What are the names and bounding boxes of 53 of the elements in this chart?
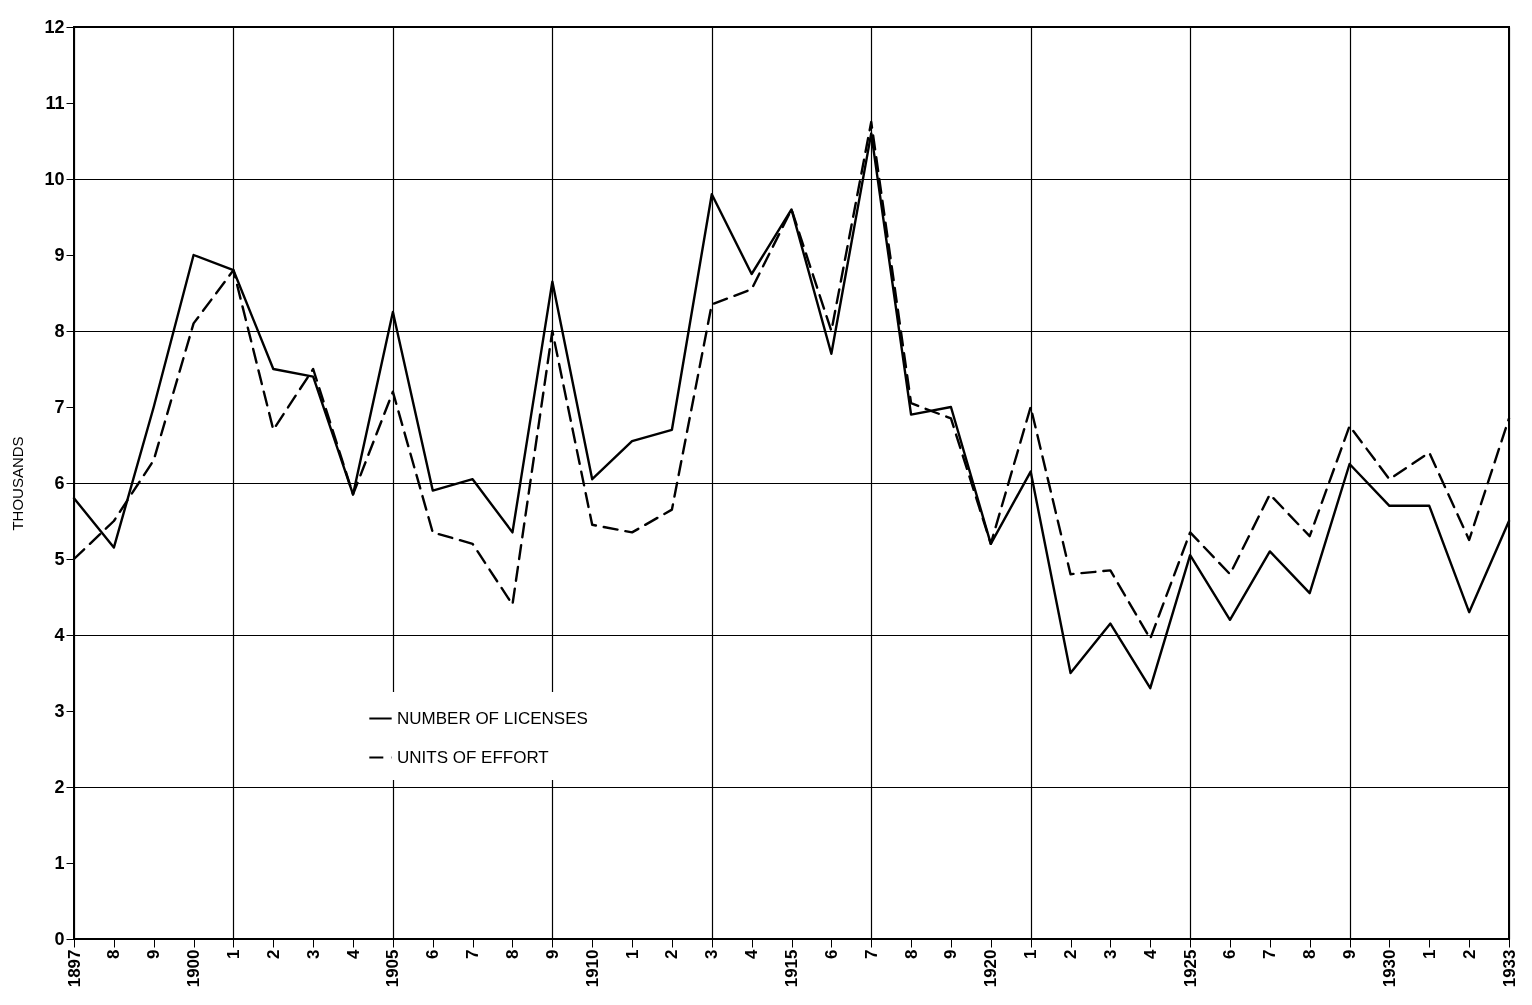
- x-tick-label: 1920: [981, 949, 1001, 988]
- x-tick-label: 6: [423, 949, 443, 959]
- x-tick-label: 3: [702, 949, 722, 959]
- x-tick-label: 4: [343, 948, 363, 959]
- x-tick-label: 7: [463, 949, 483, 959]
- y-tick-label: 4: [54, 624, 65, 645]
- x-tick-label: 2: [1061, 949, 1081, 959]
- y-tick-label: 12: [44, 16, 65, 37]
- x-tick-label: 1897: [64, 949, 84, 988]
- x-tick-label: 7: [1260, 949, 1280, 959]
- y-tick-label: 7: [54, 396, 65, 417]
- y-tick-label: 1: [54, 852, 65, 873]
- y-axis-title: THOUSANDS: [9, 436, 27, 531]
- x-tick-label: 1905: [383, 949, 403, 988]
- x-tick-label: 3: [303, 949, 323, 959]
- x-tick-label: 2: [263, 949, 283, 959]
- y-tick-label: 0: [54, 928, 65, 949]
- x-tick-label: 8: [502, 949, 522, 959]
- x-tick-label: 6: [821, 949, 841, 959]
- x-tick-label: 9: [542, 949, 562, 959]
- y-tick-label: 10: [44, 168, 65, 189]
- x-tick-label: 6: [1220, 949, 1240, 959]
- x-tick-label: 8: [901, 949, 921, 959]
- x-tick-label: 9: [1340, 949, 1360, 959]
- legend-label: UNITS OF EFFORT: [397, 747, 549, 767]
- x-tick-label: 2: [662, 949, 682, 959]
- x-tick-label: 1933: [1499, 949, 1519, 988]
- x-tick-label: 4: [1140, 948, 1160, 959]
- x-tick-label: 1: [223, 949, 243, 959]
- legend-label: NUMBER OF LICENSES: [397, 708, 588, 728]
- x-tick-label: 7: [861, 949, 881, 959]
- y-tick-label: 3: [54, 700, 65, 721]
- x-tick-label: 3: [1100, 949, 1120, 959]
- x-tick-label: 1: [622, 949, 642, 959]
- x-tick-label: 2: [1459, 949, 1479, 959]
- x-tick-label: 1: [1419, 949, 1439, 959]
- y-tick-label: 5: [54, 548, 65, 569]
- x-tick-label: 1900: [184, 949, 204, 988]
- x-tick-label: 1910: [582, 949, 602, 988]
- x-tick-label: 9: [941, 949, 961, 959]
- x-tick-label: 8: [104, 949, 124, 959]
- x-tick-label: 1915: [782, 949, 801, 988]
- y-tick-label: 11: [45, 92, 65, 113]
- x-tick-label: 4: [742, 948, 762, 959]
- y-tick-label: 6: [54, 472, 65, 493]
- y-tick-label: 9: [54, 244, 65, 265]
- x-tick-label: 1930: [1379, 949, 1399, 988]
- x-tick-label: 1: [1021, 949, 1041, 959]
- y-tick-label: 8: [54, 320, 65, 341]
- y-tick-label: 2: [54, 776, 65, 797]
- x-tick-label: 8: [1300, 949, 1320, 959]
- x-tick-label: 9: [144, 949, 164, 959]
- x-tick-label: 1925: [1180, 949, 1200, 988]
